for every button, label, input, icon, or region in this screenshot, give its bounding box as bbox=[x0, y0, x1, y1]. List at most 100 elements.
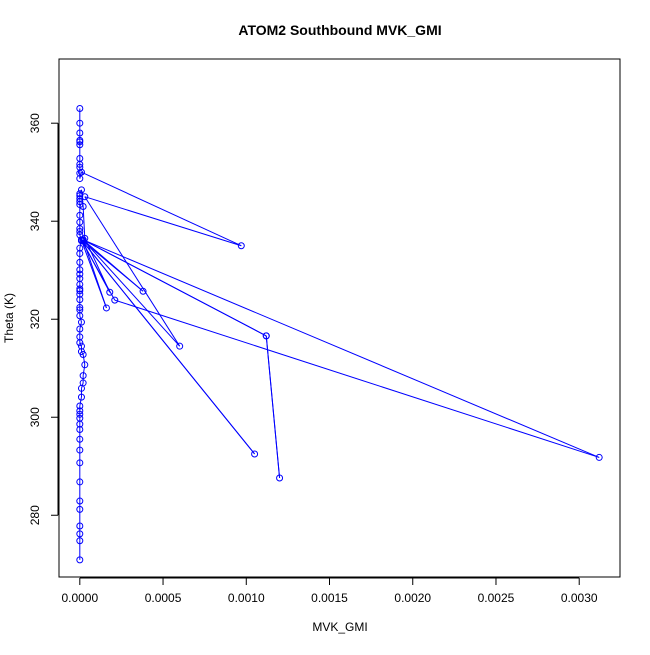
data-point bbox=[76, 478, 84, 486]
data-point bbox=[76, 537, 84, 545]
y-tick-label: 280 bbox=[28, 505, 42, 525]
series-line-segment bbox=[82, 239, 181, 347]
data-point bbox=[76, 402, 84, 410]
data-point bbox=[76, 163, 84, 171]
data-point bbox=[251, 450, 259, 458]
x-tick-label: 0.0030 bbox=[561, 591, 598, 605]
data-point bbox=[595, 453, 603, 461]
data-point bbox=[76, 333, 84, 341]
data-point bbox=[79, 379, 87, 387]
data-point bbox=[76, 446, 84, 454]
x-tick-label: 0.0005 bbox=[145, 591, 182, 605]
data-point bbox=[76, 410, 84, 418]
data-point bbox=[77, 186, 85, 194]
data-point bbox=[77, 348, 85, 356]
data-point bbox=[176, 342, 184, 350]
data-point bbox=[76, 258, 84, 266]
series-line-segment bbox=[82, 364, 86, 376]
data-point bbox=[76, 407, 84, 415]
data-point bbox=[76, 275, 84, 283]
data-point bbox=[81, 193, 89, 201]
series-line-segment bbox=[79, 397, 82, 407]
data-point bbox=[77, 168, 85, 176]
data-point bbox=[106, 288, 114, 296]
data-point bbox=[76, 530, 84, 538]
data-point bbox=[76, 435, 84, 443]
data-point bbox=[76, 211, 84, 219]
series-line-segment bbox=[82, 239, 144, 292]
data-point bbox=[111, 296, 119, 304]
data-point bbox=[76, 175, 84, 183]
chart-title: ATOM2 Southbound MVK_GMI bbox=[238, 22, 441, 38]
data-point bbox=[76, 306, 84, 314]
y-tick-label: 300 bbox=[28, 407, 42, 427]
series-line-segment bbox=[81, 240, 116, 301]
data-point bbox=[76, 414, 84, 422]
data-point bbox=[139, 287, 147, 295]
series-line-segment bbox=[82, 206, 86, 239]
x-tick-label: 0.0020 bbox=[394, 591, 431, 605]
data-point bbox=[76, 141, 84, 149]
y-tick-label: 340 bbox=[28, 211, 42, 231]
x-axis: 0.0000 0.0005 0.0010 0.0015 0.0020 0.0025 0.00… bbox=[61, 577, 598, 605]
data-point bbox=[76, 136, 84, 144]
data-point bbox=[81, 361, 89, 369]
y-axis-label: Theta (K) bbox=[2, 293, 16, 343]
data-point bbox=[79, 203, 87, 211]
data-point bbox=[76, 325, 84, 333]
data-point bbox=[76, 556, 84, 564]
data-point bbox=[237, 242, 245, 250]
series-line-segment bbox=[81, 171, 242, 247]
data-point bbox=[76, 154, 84, 162]
data-point bbox=[76, 522, 84, 530]
data-point bbox=[76, 290, 84, 298]
series-line-segment bbox=[81, 240, 107, 309]
data-point bbox=[79, 372, 87, 380]
data-point bbox=[102, 304, 110, 312]
data-point bbox=[76, 228, 84, 236]
series-line-segment bbox=[82, 239, 267, 337]
data-point bbox=[76, 285, 84, 293]
data-point bbox=[76, 497, 84, 505]
data-point bbox=[76, 129, 84, 137]
data-point bbox=[76, 459, 84, 467]
series-line-segment bbox=[81, 239, 255, 455]
y-axis: 280 300 320 340 360 bbox=[28, 113, 59, 525]
series-line-segment bbox=[114, 299, 600, 458]
x-tick-label: 0.0015 bbox=[311, 591, 348, 605]
data-point bbox=[76, 218, 84, 226]
data-point bbox=[76, 425, 84, 433]
data-point bbox=[76, 244, 84, 252]
data-point bbox=[276, 474, 284, 482]
series-line-segment bbox=[84, 196, 242, 247]
y-tick-label: 360 bbox=[28, 113, 42, 133]
data-point bbox=[76, 270, 84, 278]
data-point bbox=[76, 119, 84, 127]
data-point bbox=[77, 318, 85, 326]
series-layer bbox=[76, 104, 603, 564]
series-line-segment bbox=[82, 354, 86, 365]
x-tick-label: 0.0010 bbox=[228, 591, 265, 605]
data-point bbox=[79, 236, 87, 244]
plot-frame bbox=[58, 58, 621, 578]
series-line-segment bbox=[82, 239, 600, 458]
data-point bbox=[76, 303, 84, 311]
data-point bbox=[76, 104, 84, 112]
series-line-segment bbox=[265, 335, 281, 479]
x-tick-label: 0.0025 bbox=[478, 591, 515, 605]
data-point bbox=[262, 332, 270, 340]
data-point bbox=[76, 190, 84, 198]
data-point bbox=[77, 342, 85, 350]
series-line-segment bbox=[84, 196, 181, 347]
data-point bbox=[76, 266, 84, 274]
data-point bbox=[77, 393, 85, 401]
x-axis-label: MVK_GMI bbox=[312, 620, 367, 634]
data-point bbox=[76, 296, 84, 304]
y-tick-label: 320 bbox=[28, 309, 42, 329]
data-point bbox=[76, 250, 84, 258]
series-line-segment bbox=[79, 322, 82, 330]
x-tick-label: 0.0000 bbox=[61, 591, 98, 605]
